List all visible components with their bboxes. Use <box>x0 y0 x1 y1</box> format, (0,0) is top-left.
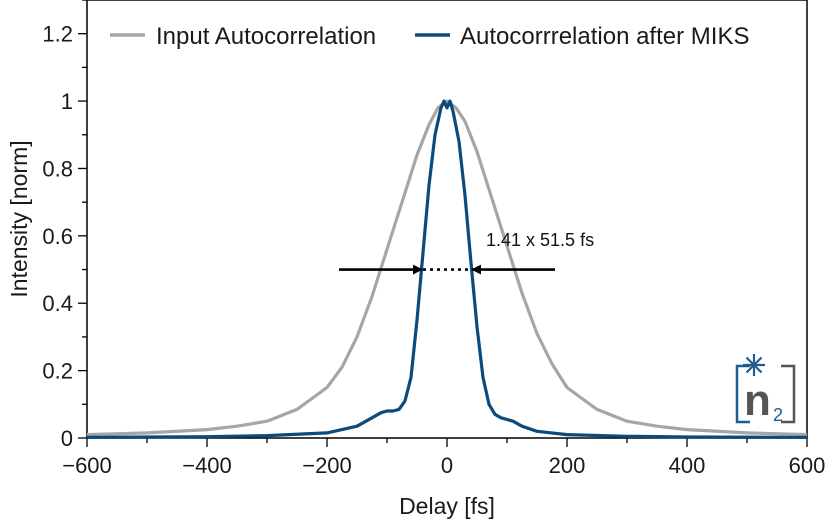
y-axis-ticks: 0 0.2 0.4 0.6 0.8 1 1.2 <box>42 0 87 451</box>
y-tick-label: 0.2 <box>42 359 73 384</box>
y-tick-label: 1.2 <box>42 22 73 47</box>
y-tick-label: 1 <box>61 89 73 114</box>
n2-logo-icon: n 2 <box>735 354 796 425</box>
y-axis-title: Intensity [norm] <box>6 140 32 297</box>
x-tick-label: −600 <box>62 453 112 478</box>
x-tick-label: 400 <box>669 453 706 478</box>
x-axis-ticks: −600 −400 −200 0 200 400 600 <box>62 438 825 478</box>
y-tick-label: 0.4 <box>42 291 73 316</box>
fwhm-annotation-label: 1.41 x 51.5 fs <box>486 230 594 250</box>
x-tick-label: 600 <box>789 453 826 478</box>
y-tick-label: 0 <box>61 426 73 451</box>
x-tick-label: 0 <box>441 453 453 478</box>
legend: Input Autocorrelation Autocorrrelation a… <box>110 23 749 50</box>
series-line-miks <box>86 99 808 439</box>
plot-frame <box>86 0 808 439</box>
legend-label-input: Input Autocorrelation <box>156 23 376 50</box>
series-line-input <box>86 99 808 437</box>
logo-subscript: 2 <box>773 405 783 425</box>
y-tick-label: 0.8 <box>42 156 73 181</box>
series-layer <box>86 99 808 439</box>
legend-label-miks: Autocorrrelation after MIKS <box>460 23 749 50</box>
y-tick-label: 0.6 <box>42 224 73 249</box>
x-tick-label: 200 <box>549 453 586 478</box>
logo-letter: n <box>744 376 771 425</box>
annotation-layer: 1.41 x 51.5 fs <box>339 230 594 275</box>
x-tick-label: −400 <box>182 453 232 478</box>
x-tick-label: −200 <box>302 453 352 478</box>
x-axis-title: Delay [fs] <box>399 493 495 519</box>
